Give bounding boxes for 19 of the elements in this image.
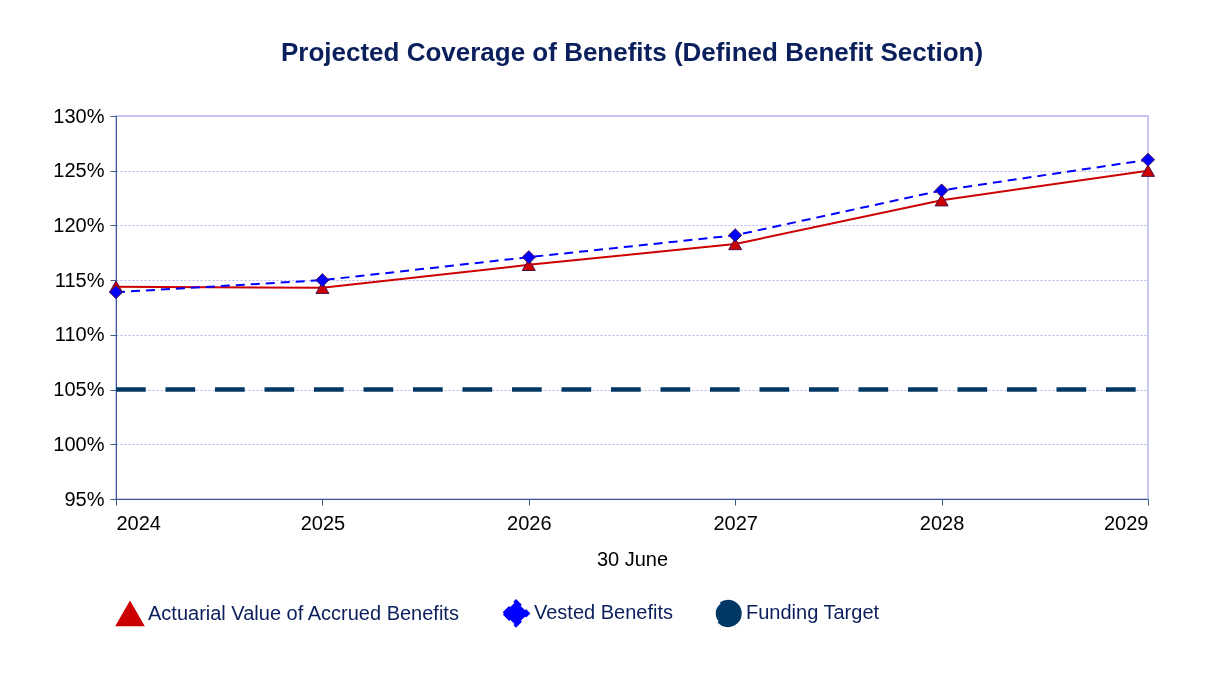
x-axis-title: 30 June [596,547,669,570]
x-tick-label: 2024 [116,511,161,534]
y-tick-label: 130% [53,104,105,127]
legend-label: Actuarial Value of Accrued Benefits [148,602,459,625]
x-tick-label: 2029 [1104,511,1149,534]
x-tick-label: 2028 [919,511,965,534]
y-tick-label: 120% [53,213,105,236]
legend-label: Funding Target [746,601,880,624]
chart-title: Projected Coverage of Benefits (Defined Benefit Section) [280,37,984,67]
y-tick-label: 125% [53,159,105,182]
y-tick-label: 95% [64,487,105,510]
y-tick-label: 110% [54,323,105,346]
x-tick-label: 2027 [713,511,758,534]
legend-label: Vested Benefits [534,601,673,624]
y-tick-label: 115% [54,268,105,291]
x-tick-label: 2026 [507,511,552,534]
x-tick-label: 2025 [300,511,346,534]
y-tick-label: 105% [53,378,105,401]
y-tick-label: 100% [53,432,105,455]
